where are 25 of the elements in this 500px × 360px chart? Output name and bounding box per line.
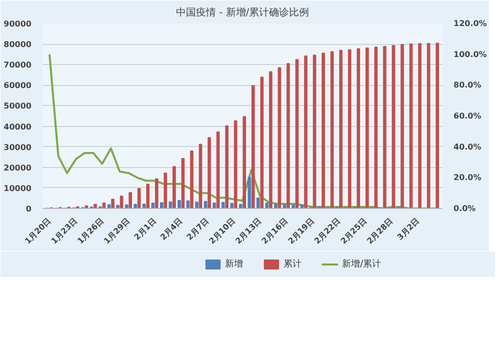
y2-tick-label: 20.0% (454, 173, 482, 182)
y-tick-label: 20000 (4, 163, 32, 172)
x-tick-label: 2月1日 (132, 216, 158, 242)
y2-tick-label: 120.0% (454, 19, 487, 28)
chart-title: 中国疫情 - 新增/累计确诊比例 (176, 6, 310, 18)
x-tick-label: 3月2日 (396, 216, 422, 242)
legend-label: 新增/累计 (342, 258, 382, 270)
legend-label: 累计 (284, 258, 302, 270)
y-tick-label: 70000 (4, 60, 32, 70)
y-tick-label: 90000 (4, 20, 32, 28)
y2-tick-label: 100.0% (454, 50, 487, 59)
y2-tick-label: 0.0% (454, 204, 476, 213)
y-tick-label: 50000 (4, 102, 32, 111)
x-tick-label: 2月4日 (158, 216, 184, 242)
x-tick-label: 2月25日 (339, 216, 368, 246)
legend-label: 新增 (225, 258, 244, 270)
y2-tick-label: 60.0% (454, 112, 482, 120)
y-tick-label: 0 (26, 204, 32, 214)
y2-tick-label: 80.0% (454, 80, 482, 90)
y-tick-label: 30000 (4, 142, 32, 152)
y-tick-label: 10000 (4, 184, 32, 193)
y-tick-label: 60000 (4, 81, 32, 90)
y2-tick-label: 40.0% (454, 142, 482, 152)
y-tick-label: 80000 (4, 40, 32, 50)
y-tick-label: 40000 (4, 122, 32, 132)
